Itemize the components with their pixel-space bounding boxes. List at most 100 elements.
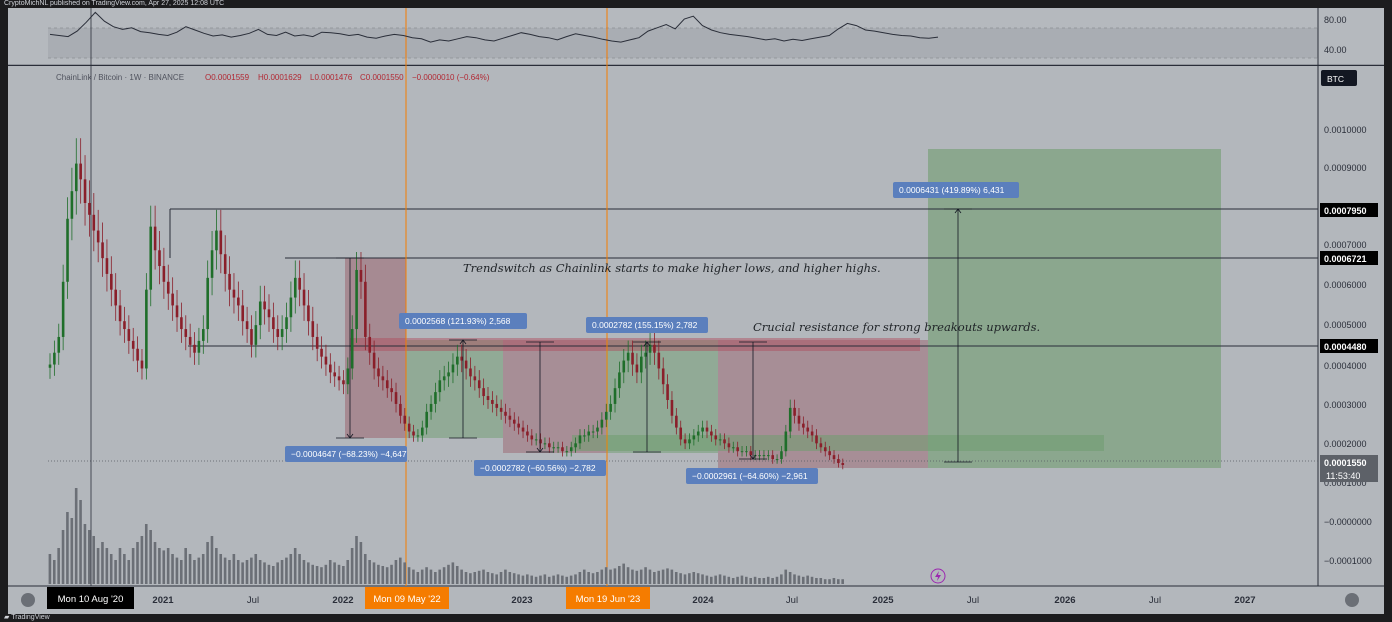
- candle-body: [180, 317, 183, 330]
- time-label-bg: [566, 587, 650, 609]
- price-label-0[interactable]: 0.0007950: [1320, 203, 1378, 217]
- volume-bar: [797, 575, 801, 584]
- measure-label-bg: [686, 468, 818, 484]
- volume-bar: [692, 572, 696, 584]
- rsi-scale[interactable]: [1318, 8, 1384, 65]
- candle-body: [626, 352, 630, 361]
- volume-bar: [289, 554, 293, 584]
- time-label-text: Mon 19 Jun '23: [576, 594, 641, 605]
- volume-bar: [197, 557, 201, 584]
- volume-bar: [565, 576, 569, 584]
- time-tick-3: 2023: [511, 595, 532, 606]
- measure-label-5[interactable]: 0.0006431 (419.89%) 6,431: [893, 182, 1019, 198]
- candle-body: [696, 431, 700, 436]
- volume-bar: [131, 548, 135, 584]
- measure-label-4[interactable]: −0.0002961 (−64.60%) −2,961: [686, 468, 818, 484]
- candle-body: [311, 321, 315, 337]
- measure-arrowhead-2: [536, 447, 544, 453]
- time-label-2[interactable]: Mon 19 Jun '23: [566, 587, 650, 609]
- right-rail: [1384, 8, 1392, 614]
- volume-bar: [263, 562, 266, 584]
- candle-body: [61, 281, 65, 337]
- candle-body: [333, 372, 336, 377]
- candle-body: [223, 254, 227, 274]
- time-label-1[interactable]: Mon 09 May '22: [365, 587, 449, 609]
- measure-label-2[interactable]: −0.0002782 (−60.56%) −2,782: [474, 460, 606, 476]
- rsi-band: [48, 28, 1318, 58]
- scroll-right-button[interactable]: [1345, 593, 1359, 607]
- scroll-left-button[interactable]: [21, 593, 35, 607]
- volume-bar: [534, 576, 538, 584]
- volume-bar: [280, 560, 284, 584]
- volume-bar: [578, 572, 582, 584]
- volume-bar: [228, 560, 231, 584]
- brand-name: TradingView: [11, 614, 50, 621]
- candle-body: [263, 301, 266, 310]
- candle-body: [158, 250, 161, 267]
- candle-body: [250, 329, 253, 345]
- volume-bar: [561, 575, 564, 584]
- candle-body: [534, 439, 538, 441]
- volume-bar: [403, 562, 406, 584]
- volume-bar: [241, 562, 244, 584]
- time-tick-6: 2025: [872, 595, 894, 606]
- candle-body: [539, 439, 542, 444]
- volume-bar: [749, 578, 752, 584]
- measure-label-0[interactable]: −0.0004647 (−68.23%) −4,647: [285, 446, 407, 462]
- price-scale[interactable]: [1318, 66, 1384, 586]
- candle-body: [604, 411, 608, 420]
- candle-body: [679, 427, 683, 440]
- volume-bar: [657, 570, 661, 584]
- price-label-3[interactable]: 0.0001550: [1320, 455, 1378, 469]
- measure-label-3[interactable]: 0.0002782 (155.15%) 2,782: [586, 317, 708, 333]
- volume-bar: [412, 569, 415, 584]
- volume-bar: [819, 578, 823, 584]
- brand-footer: ▰ TradingView: [0, 614, 1392, 622]
- lightning-icon[interactable]: [930, 568, 946, 584]
- candle-body: [701, 427, 704, 432]
- volume-bar: [653, 572, 656, 584]
- candle-body: [552, 447, 555, 449]
- candle-body: [131, 340, 135, 349]
- candle-body: [491, 399, 494, 404]
- resistance-annotation[interactable]: Crucial resistance for strong breakouts …: [753, 320, 1040, 334]
- candle-body: [705, 427, 709, 432]
- volume-bar: [337, 564, 341, 584]
- resistance-band: [350, 338, 920, 351]
- unit-badge[interactable]: BTC: [1321, 70, 1357, 86]
- ohlc-high: H0.0001629: [258, 73, 302, 82]
- volume-bar: [688, 573, 691, 584]
- time-label-0[interactable]: Mon 10 Aug '20: [47, 587, 134, 609]
- candle-body: [788, 407, 792, 432]
- candle-body: [596, 427, 599, 432]
- volume-bar: [582, 569, 586, 584]
- price-tick-8: 0.0001000: [1324, 478, 1367, 488]
- volume-bar: [171, 554, 174, 584]
- candle-body: [118, 305, 122, 322]
- measure-label-bg: [474, 460, 606, 476]
- candle-body: [254, 325, 258, 345]
- volume-bar: [780, 574, 783, 584]
- candle-body: [390, 388, 393, 393]
- time-scale[interactable]: [8, 586, 1384, 614]
- volume-bar: [775, 576, 779, 584]
- measure-label-1[interactable]: 0.0002568 (121.93%) 2,568: [399, 313, 527, 329]
- volume-bar: [482, 569, 485, 584]
- price-label-2[interactable]: 0.0004480: [1320, 339, 1378, 353]
- chart-canvas[interactable]: −0.0004647 (−68.23%) −4,647 0.0002568 (12…: [0, 8, 1392, 614]
- volume-bar: [346, 560, 350, 584]
- volume-bar: [153, 542, 157, 584]
- countdown-label: 11:53:40: [1320, 469, 1378, 482]
- volume-bar: [271, 566, 275, 584]
- candle-body: [469, 368, 472, 377]
- volume-bar: [245, 560, 249, 584]
- volume-bar: [298, 554, 301, 584]
- volume-bar: [101, 542, 104, 584]
- volume-bar: [267, 564, 271, 584]
- candle-body: [193, 344, 196, 353]
- trend-annotation[interactable]: Trendswitch as Chainlink starts to make …: [463, 261, 881, 275]
- price-label-1[interactable]: 0.0006721: [1320, 251, 1378, 265]
- candle-body: [298, 277, 301, 290]
- volume-bar: [626, 567, 630, 584]
- volume-bar: [385, 567, 389, 584]
